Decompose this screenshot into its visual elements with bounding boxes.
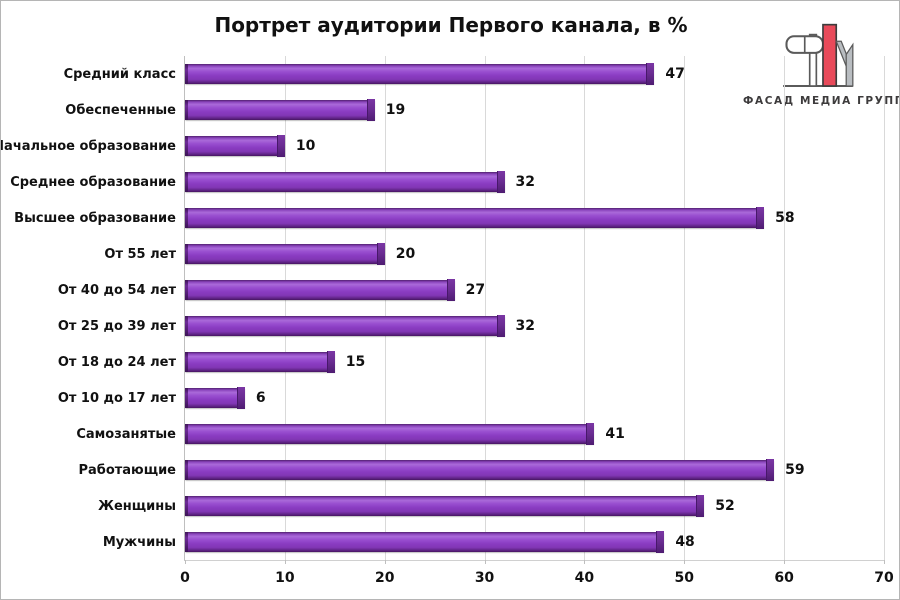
value-label: 48: [675, 534, 695, 550]
bar-row: От 25 до 39 лет 32: [58, 308, 884, 344]
x-tick-label-20: 20: [374, 570, 395, 586]
x-tick-label-10: 10: [275, 570, 295, 586]
value-label: 59: [785, 462, 805, 478]
bar-1: [185, 63, 655, 85]
bar-row: Среднее образование 32: [10, 164, 884, 200]
bar-row: Средний класс 47: [64, 56, 884, 92]
bar-row: Мужчины 48: [103, 524, 884, 560]
x-tickmark-10: [284, 560, 286, 564]
value-label: 27: [465, 282, 486, 298]
value-label: 58: [775, 210, 795, 226]
x-tickmark-40: [584, 560, 586, 564]
value-label: 10: [295, 138, 316, 154]
category-label: Самозанятые: [76, 426, 176, 442]
bar-row: От 18 до 24 лет 15: [58, 344, 884, 380]
category-label: От 40 до 54 лет: [57, 282, 176, 298]
x-tickmark-70: [884, 560, 885, 564]
bar-row: Женщины 52: [98, 488, 884, 524]
value-label: 32: [515, 318, 536, 334]
category-label: Среднее образование: [10, 174, 176, 190]
bar-11: [185, 423, 595, 445]
bar-12: [185, 459, 775, 481]
category-label: Высшее образование: [14, 210, 176, 226]
category-label: Обеспеченные: [65, 102, 176, 118]
bar-5: [185, 207, 765, 229]
value-label: 47: [665, 66, 685, 82]
x-tickmark-0: [185, 560, 186, 564]
category-label: От 55 лет: [104, 246, 176, 262]
x-tickmark-20: [384, 560, 386, 564]
value-label: 15: [345, 354, 366, 370]
x-tickmark-30: [484, 560, 486, 564]
value-label: 6: [255, 390, 266, 406]
value-label: 41: [605, 426, 625, 442]
category-label: От 25 до 39 лет: [57, 318, 176, 334]
category-label: Работающие: [78, 462, 176, 478]
x-tick-label-70: 70: [874, 570, 894, 586]
category-label: От 10 до 17 лет: [57, 390, 176, 406]
x-tick-label-60: 60: [774, 570, 794, 586]
gridline-x-70: [884, 56, 885, 560]
bar-13: [185, 495, 705, 517]
value-label: 19: [385, 102, 406, 118]
chart-title: Портрет аудитории Первого канала, в %: [214, 13, 688, 37]
category-label: Мужчины: [102, 534, 176, 550]
bar-2: [185, 99, 375, 121]
bar-row: От 10 до 17 лет 6: [58, 380, 884, 416]
company-logo: ФАСАД МЕДИА ГРУПП: [743, 23, 900, 107]
gridline-x-10: [284, 56, 286, 560]
bar-8: [185, 315, 505, 337]
category-label: Женщины: [98, 498, 176, 514]
bar-row: Работающие 59: [78, 452, 884, 488]
x-tickmark-60: [784, 560, 786, 564]
bar-10: [185, 387, 245, 409]
category-label: От 18 до 24 лет: [57, 354, 176, 370]
fasad-media-logo-icon: [743, 23, 893, 91]
bar-14: [185, 531, 665, 553]
bar-3: [185, 135, 285, 157]
bar-rows: Средний класс 47 Обеспеченные 19 Начальное о…: [1, 56, 884, 560]
x-tick-label-0: 0: [180, 570, 190, 586]
value-label: 20: [395, 246, 416, 262]
bar-row: От 55 лет 20: [104, 236, 884, 272]
x-tickmark-50: [684, 560, 686, 564]
bar-6: [185, 243, 385, 265]
category-label: Начальное образование: [0, 138, 176, 154]
bar-row: От 40 до 54 лет 27: [58, 272, 884, 308]
plot-area: 0 10 20 30 40 50 60 70 Средний класс 47 Обеспечен…: [1, 56, 894, 586]
value-label: 32: [515, 174, 536, 190]
gridline-x-40: [584, 56, 586, 560]
bar-9: [185, 351, 335, 373]
bar-row: Самозанятые 41: [76, 416, 884, 452]
x-tick-label-50: 50: [674, 570, 695, 586]
bar-row: Обеспеченные 19: [65, 92, 884, 128]
logo-caption: ФАСАД МЕДИА ГРУПП: [743, 95, 900, 107]
x-tick-label-30: 30: [474, 570, 495, 586]
gridline-x-30: [484, 56, 486, 560]
category-label: Средний класс: [63, 66, 176, 82]
x-tick-label-40: 40: [574, 570, 595, 586]
bar-row: Начальное образование 10: [1, 128, 884, 164]
value-label: 52: [715, 498, 735, 514]
gridline-x-60: [784, 56, 786, 560]
bar-4: [185, 171, 505, 193]
gridline-x-20: [384, 56, 386, 560]
bar-7: [185, 279, 455, 301]
gridline-x-50: [684, 56, 686, 560]
bar-row: Высшее образование 58: [14, 200, 884, 236]
